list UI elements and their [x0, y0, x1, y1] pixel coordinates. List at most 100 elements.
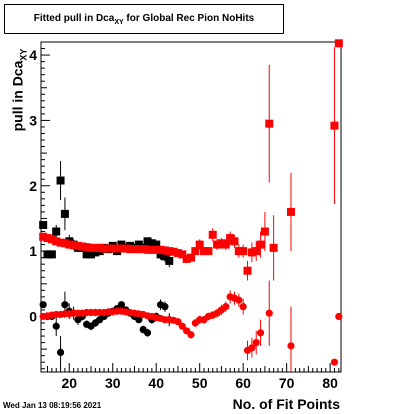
chart-title-suffix: for Global Rec Pion NoHits: [123, 12, 255, 24]
width-red-marker: [91, 243, 100, 252]
width-red-marker: [239, 247, 248, 256]
y-axis-label: pull in DcaXY: [10, 49, 29, 132]
width-red-marker: [256, 240, 265, 249]
width-red-marker: [147, 245, 156, 254]
width-red-marker: [78, 242, 87, 251]
width-red-marker: [113, 244, 122, 253]
y-tick-label: 4: [29, 47, 37, 63]
y-tick-label: 1: [29, 243, 37, 259]
y-axis-label-prefix: pull in Dca: [9, 60, 26, 132]
width-red-marker: [178, 250, 187, 259]
width-red-marker: [126, 245, 135, 254]
width-red-marker: [60, 239, 69, 248]
width-red-marker: [156, 245, 165, 254]
width-red-marker: [65, 240, 74, 249]
width-black-marker: [143, 237, 152, 246]
width-red-marker: [87, 243, 95, 252]
width-red-marker: [117, 244, 126, 253]
width-red-marker: [69, 241, 78, 250]
width-red-marker: [269, 243, 278, 252]
width-red-marker: [217, 239, 226, 248]
mean-red-marker: [335, 312, 343, 321]
mean-black-marker: [117, 301, 126, 309]
width-red-marker: [234, 247, 243, 256]
width-black-marker: [39, 220, 48, 229]
width-black-marker: [52, 227, 61, 236]
x-tick-label: 60: [235, 375, 251, 391]
mean-black-marker: [39, 301, 47, 309]
width-red-marker: [152, 245, 161, 254]
x-tick-label: 70: [279, 375, 295, 391]
x-tick-label: 30: [105, 375, 121, 391]
width-red-marker: [104, 244, 113, 253]
width-black-marker: [82, 250, 91, 259]
mean-red-marker: [174, 318, 182, 326]
x-axis-label: No. of Fit Points: [232, 396, 340, 412]
data-marks: [39, 39, 343, 372]
width-black-marker: [152, 240, 161, 249]
width-red-marker: [95, 243, 104, 252]
width-red-marker: [195, 240, 204, 249]
width-red-marker: [143, 245, 152, 254]
chart-title-subscript: XY: [114, 18, 124, 26]
width-red-marker: [243, 266, 252, 275]
width-black-marker: [47, 250, 56, 259]
width-red-marker: [43, 234, 52, 243]
width-red-marker: [139, 245, 148, 254]
width-red-marker: [56, 238, 65, 247]
mean-red-marker: [256, 329, 265, 337]
mean-red-marker: [239, 303, 247, 311]
date-stamp: Wed Jan 13 08:19:56 2021: [3, 401, 102, 410]
width-red-marker: [173, 249, 182, 258]
mean-black-marker: [61, 301, 69, 309]
x-tick-label: 80: [322, 375, 338, 391]
width-black-marker: [160, 252, 169, 261]
width-black-marker: [147, 239, 156, 248]
width-red-series: [39, 39, 343, 281]
width-black-marker: [91, 248, 100, 257]
mean-black-marker: [56, 348, 65, 356]
mean-black-marker: [52, 322, 60, 330]
y-tick-label: 3: [29, 112, 37, 128]
mean-red-series: [39, 280, 343, 372]
chart-title-prefix: Fitted pull in Dca: [33, 12, 115, 24]
mean-black-marker: [143, 329, 152, 337]
width-red-marker: [208, 230, 217, 239]
mean-red-marker: [252, 338, 260, 347]
width-red-marker: [165, 247, 174, 256]
width-red-marker: [221, 240, 230, 249]
width-red-marker: [134, 245, 143, 254]
mean-black-marker: [161, 303, 169, 311]
width-red-marker: [287, 207, 295, 216]
width-red-marker: [100, 244, 109, 253]
width-red-marker: [47, 235, 56, 244]
chart-title: Fitted pull in DcaXY for Global Rec Pion…: [4, 4, 284, 34]
x-tick-label: 40: [148, 375, 164, 391]
width-red-marker: [334, 39, 343, 48]
mean-red-marker: [330, 358, 339, 366]
width-red-marker: [182, 254, 191, 263]
width-black-marker: [56, 176, 65, 185]
width-black-marker: [165, 256, 174, 265]
mean-red-marker: [178, 322, 186, 330]
width-red-marker: [52, 237, 61, 246]
width-red-marker: [82, 243, 91, 252]
width-red-marker: [39, 232, 48, 241]
width-red-marker: [130, 245, 139, 254]
width-red-marker: [226, 234, 235, 243]
mean-red-marker: [287, 342, 295, 350]
width-red-marker: [265, 119, 274, 128]
mean-red-marker: [265, 309, 273, 317]
width-red-marker: [187, 253, 195, 262]
mean-red-marker: [248, 344, 256, 352]
mean-black-marker: [135, 316, 143, 324]
width-red-marker: [160, 246, 169, 255]
mean-red-marker: [187, 331, 195, 339]
width-red-marker: [73, 241, 82, 250]
mean-black-series: [39, 291, 173, 369]
mean-red-marker: [235, 296, 243, 304]
width-red-marker: [252, 247, 261, 256]
width-red-marker: [169, 247, 178, 256]
width-red-marker: [204, 247, 213, 256]
